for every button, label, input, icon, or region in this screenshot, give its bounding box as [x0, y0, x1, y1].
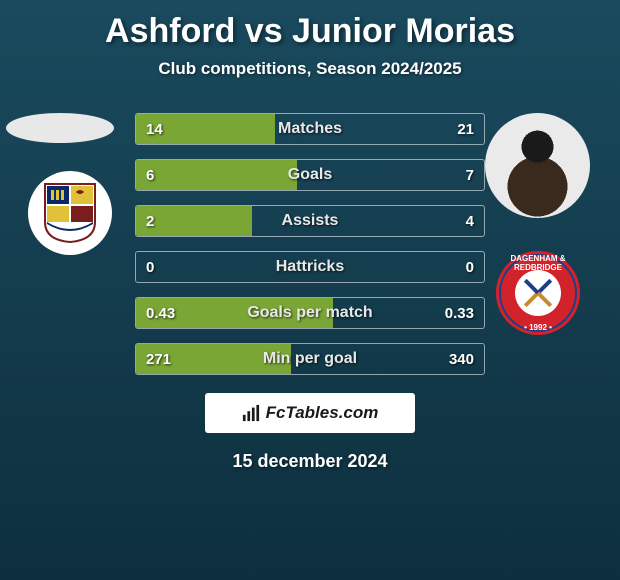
chart-icon: [242, 404, 260, 422]
club-right-text-top: DAGENHAM & REDBRIDGE: [496, 254, 580, 272]
stat-value-right: 340: [449, 351, 474, 368]
club-left-badge: [28, 171, 112, 255]
stat-value-right: 4: [466, 213, 474, 230]
stat-bar: 6Goals7: [135, 159, 485, 191]
stat-label: Goals per match: [136, 304, 484, 322]
player-right-avatar: [485, 113, 590, 218]
stat-value-right: 0.33: [445, 305, 474, 322]
stat-value-right: 21: [457, 121, 474, 138]
stats-column: 14Matches21 6Goals7 2Assists4 0Hattricks0 0.…: [135, 113, 485, 375]
club-right-text-bottom: • 1992 •: [496, 323, 580, 332]
content-area: DAGENHAM & REDBRIDGE • 1992 • 14Matches2…: [0, 113, 620, 472]
comparison-card: Ashford vs Junior Morias Club competitio…: [0, 0, 620, 472]
stat-label: Hattricks: [136, 258, 484, 276]
stat-bar: 0.43Goals per match0.33: [135, 297, 485, 329]
stat-bar: 271Min per goal340: [135, 343, 485, 375]
brand-box[interactable]: FcTables.com: [205, 393, 415, 433]
stat-value-right: 0: [466, 259, 474, 276]
badge-inner: [515, 270, 561, 316]
stat-bar: 0Hattricks0: [135, 251, 485, 283]
crossed-swords-icon: [518, 273, 558, 313]
stat-value-right: 7: [466, 167, 474, 184]
stat-bar: 2Assists4: [135, 205, 485, 237]
page-subtitle: Club competitions, Season 2024/2025: [0, 59, 620, 79]
stat-label: Matches: [136, 120, 484, 138]
shield-icon: [43, 182, 97, 244]
stat-label: Assists: [136, 212, 484, 230]
stat-label: Min per goal: [136, 350, 484, 368]
stat-bar: 14Matches21: [135, 113, 485, 145]
stat-label: Goals: [136, 166, 484, 184]
club-right-badge: DAGENHAM & REDBRIDGE • 1992 •: [496, 251, 580, 335]
date-label: 15 december 2024: [0, 451, 620, 472]
brand-label: FcTables.com: [266, 403, 379, 423]
page-title: Ashford vs Junior Morias: [0, 12, 620, 51]
player-left-avatar: [6, 113, 114, 143]
